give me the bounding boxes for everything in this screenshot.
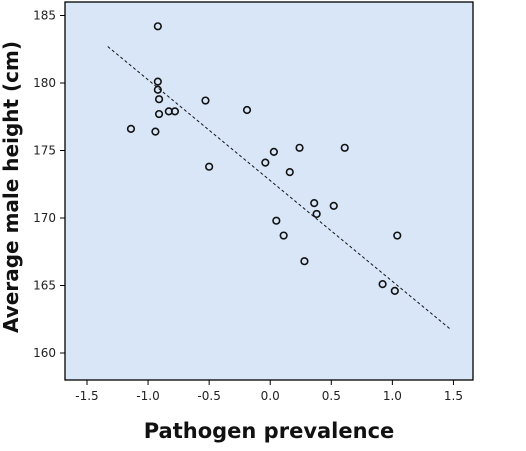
data-point [170,107,180,116]
data-point [329,201,338,210]
data-point [279,231,288,240]
x-tick-label: 0.5 [322,389,341,403]
data-point [295,143,304,152]
data-point [154,95,164,104]
data-point [285,168,294,177]
data-point [300,257,309,266]
data-point [153,85,162,94]
data-point [312,209,321,219]
y-tick-label: 170 [33,211,56,225]
x-tick-label: -1.0 [136,389,159,403]
y-tick-label: 175 [33,144,56,158]
x-tick-label: 1.5 [444,389,463,403]
data-point [154,109,164,119]
plot-area [64,1,474,381]
data-point [201,96,210,105]
data-point [126,124,136,133]
y-tick-label: 185 [33,9,56,23]
data-point [378,280,387,289]
y-axis-title: Average male height (cm) [0,41,23,333]
y-tick-label: 160 [33,346,56,360]
data-point [272,216,281,225]
data-point [310,199,319,208]
data-point [261,158,270,167]
x-tick-label: -0.5 [197,389,220,403]
data-point [393,231,402,240]
x-tick-label: 1.0 [383,389,402,403]
y-tick-label: 165 [33,279,56,293]
y-tick-label: 180 [33,76,56,90]
data-point [390,286,399,296]
data-points [126,22,402,296]
data-point [153,77,162,86]
data-point [269,147,278,156]
x-axis: -1.5 -1.0 -0.5 0.0 0.5 1.0 1.5 [75,380,463,403]
x-tick-label: -1.5 [75,389,98,403]
data-point [153,22,162,31]
data-point [340,143,349,152]
data-point [242,105,252,115]
x-tick-label: 0.0 [261,389,280,403]
y-axis: 160 165 170 175 180 185 [33,9,65,360]
data-point [151,127,160,136]
data-point [205,162,214,171]
x-axis-title: Pathogen prevalence [144,419,395,443]
trend-line [107,46,451,330]
